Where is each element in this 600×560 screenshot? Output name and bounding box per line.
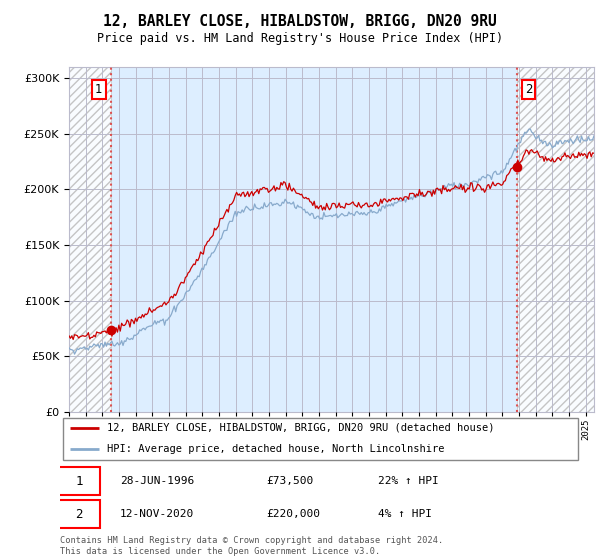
Text: 22% ↑ HPI: 22% ↑ HPI: [379, 477, 439, 486]
Text: 2: 2: [75, 508, 83, 521]
FancyBboxPatch shape: [62, 418, 578, 460]
Text: 28-JUN-1996: 28-JUN-1996: [120, 477, 194, 486]
Text: Contains HM Land Registry data © Crown copyright and database right 2024.
This d: Contains HM Land Registry data © Crown c…: [60, 536, 443, 556]
Bar: [517, 67, 594, 412]
Text: £220,000: £220,000: [266, 509, 320, 519]
Text: 12, BARLEY CLOSE, HIBALDSTOW, BRIGG, DN20 9RU (detached house): 12, BARLEY CLOSE, HIBALDSTOW, BRIGG, DN2…: [107, 423, 494, 432]
Bar: [69, 67, 110, 412]
Text: 4% ↑ HPI: 4% ↑ HPI: [379, 509, 433, 519]
Text: 2: 2: [525, 83, 532, 96]
FancyBboxPatch shape: [58, 467, 100, 495]
Text: 12, BARLEY CLOSE, HIBALDSTOW, BRIGG, DN20 9RU: 12, BARLEY CLOSE, HIBALDSTOW, BRIGG, DN2…: [103, 14, 497, 29]
FancyBboxPatch shape: [58, 500, 100, 528]
Text: Price paid vs. HM Land Registry's House Price Index (HPI): Price paid vs. HM Land Registry's House …: [97, 32, 503, 45]
Text: 12-NOV-2020: 12-NOV-2020: [120, 509, 194, 519]
Text: 1: 1: [75, 475, 83, 488]
Text: HPI: Average price, detached house, North Lincolnshire: HPI: Average price, detached house, Nort…: [107, 444, 445, 454]
Text: 1: 1: [95, 83, 103, 96]
Text: £73,500: £73,500: [266, 477, 313, 486]
